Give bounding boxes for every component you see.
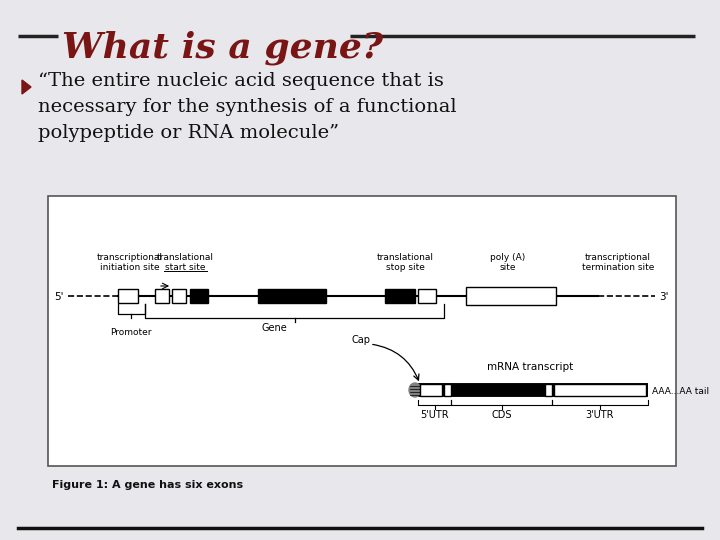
Bar: [172, 289, 186, 303]
Text: What is a gene?: What is a gene?: [62, 31, 383, 65]
Text: “The entire nucleic acid sequence that is: “The entire nucleic acid sequence that i…: [38, 72, 444, 90]
Bar: [418, 289, 436, 303]
Text: 3'UTR: 3'UTR: [586, 410, 614, 420]
Text: transcriptional: transcriptional: [585, 253, 651, 262]
Bar: [258, 289, 326, 303]
Text: transcriptional: transcriptional: [97, 253, 163, 262]
Text: mRNA transcript: mRNA transcript: [487, 362, 573, 372]
Bar: [385, 289, 415, 303]
Text: necessary for the synthesis of a functional: necessary for the synthesis of a functio…: [38, 98, 456, 116]
Bar: [420, 384, 442, 396]
Text: Figure 1: A gene has six exons: Figure 1: A gene has six exons: [52, 480, 243, 490]
Text: translational: translational: [156, 253, 214, 262]
Text: poly (A): poly (A): [490, 253, 526, 262]
Text: AAA...AA tail: AAA...AA tail: [652, 387, 709, 395]
Bar: [444, 384, 451, 396]
Bar: [48, 196, 676, 466]
Text: 5'UTR: 5'UTR: [420, 410, 449, 420]
Text: Gene: Gene: [261, 323, 287, 333]
Bar: [155, 289, 169, 303]
Text: start site: start site: [165, 263, 205, 272]
Bar: [545, 384, 552, 396]
Text: polypeptide or RNA molecule”: polypeptide or RNA molecule”: [38, 124, 339, 142]
Bar: [118, 289, 138, 303]
Text: Cap: Cap: [351, 335, 370, 345]
Polygon shape: [22, 80, 31, 94]
Text: 5': 5': [55, 292, 64, 302]
Bar: [466, 287, 556, 305]
Text: CDS: CDS: [491, 410, 512, 420]
Text: translational: translational: [377, 253, 433, 262]
Text: Promoter: Promoter: [110, 328, 152, 337]
Text: stop site: stop site: [386, 263, 424, 272]
Bar: [190, 289, 208, 303]
Text: termination site: termination site: [582, 263, 654, 272]
Text: initiation site: initiation site: [100, 263, 160, 272]
Text: site: site: [500, 263, 516, 272]
Text: 3': 3': [659, 292, 668, 302]
Bar: [554, 384, 646, 396]
Ellipse shape: [409, 383, 421, 397]
